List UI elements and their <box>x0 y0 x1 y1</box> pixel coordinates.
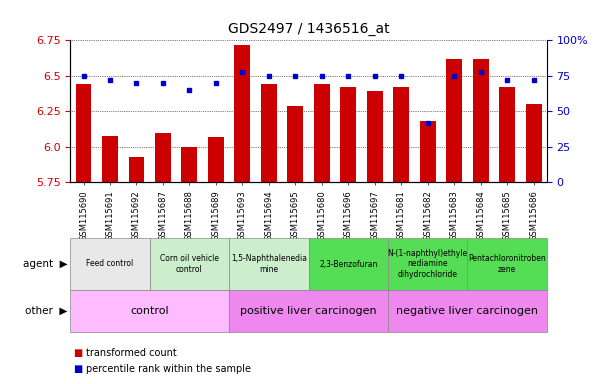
Bar <box>340 87 356 182</box>
Text: Pentachloronitroben
zene: Pentachloronitroben zene <box>468 254 546 274</box>
Bar <box>499 87 515 182</box>
Text: positive liver carcinogen: positive liver carcinogen <box>240 306 377 316</box>
Text: Corn oil vehicle
control: Corn oil vehicle control <box>160 254 219 274</box>
Text: transformed count: transformed count <box>86 348 177 358</box>
Bar <box>446 59 462 182</box>
Bar <box>181 147 197 182</box>
Text: Feed control: Feed control <box>86 260 134 268</box>
Text: N-(1-naphthyl)ethyle
nediamine
dihydrochloride: N-(1-naphthyl)ethyle nediamine dihydroch… <box>387 249 468 279</box>
Bar <box>155 133 171 182</box>
Bar <box>393 87 409 182</box>
Text: 1,5-Naphthalenedia
mine: 1,5-Naphthalenedia mine <box>231 254 307 274</box>
Text: negative liver carcinogen: negative liver carcinogen <box>397 306 538 316</box>
Bar <box>208 137 224 182</box>
Text: GDS2497 / 1436516_at: GDS2497 / 1436516_at <box>228 23 389 36</box>
Text: control: control <box>130 306 169 316</box>
Text: ■: ■ <box>73 364 82 374</box>
Bar <box>102 136 118 182</box>
Bar <box>473 59 489 182</box>
Text: other  ▶: other ▶ <box>25 306 67 316</box>
Bar <box>287 106 303 182</box>
Text: agent  ▶: agent ▶ <box>23 259 67 269</box>
Bar <box>76 84 92 182</box>
Bar <box>235 45 251 182</box>
Bar <box>420 121 436 182</box>
Bar <box>525 104 541 182</box>
Text: percentile rank within the sample: percentile rank within the sample <box>86 364 251 374</box>
Bar <box>261 84 277 182</box>
Text: 2,3-Benzofuran: 2,3-Benzofuran <box>319 260 378 268</box>
Bar <box>367 91 382 182</box>
Bar <box>314 84 330 182</box>
Text: ■: ■ <box>73 348 82 358</box>
Bar <box>128 157 144 182</box>
